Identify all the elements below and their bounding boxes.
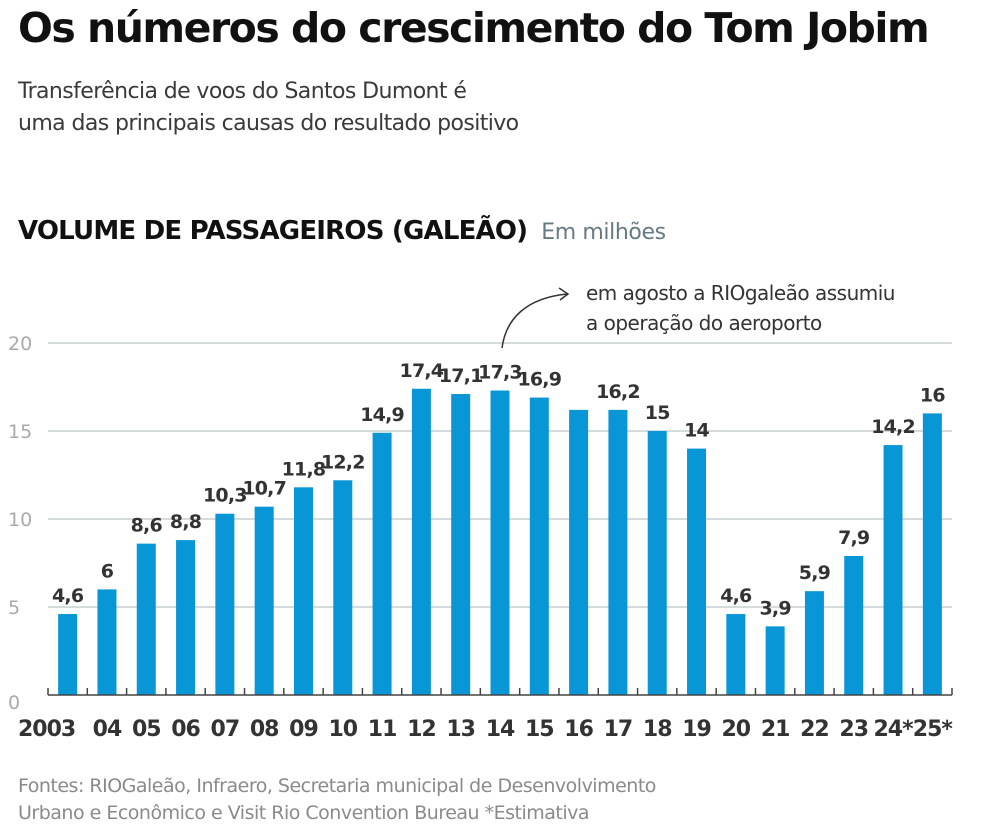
y-tick-label: 5 <box>8 597 20 619</box>
x-tick-label: 24* <box>873 717 914 742</box>
x-tick-label: 11 <box>368 717 397 742</box>
x-tick-label: 13 <box>446 717 475 742</box>
bar-13 <box>451 394 471 695</box>
x-tick-label: 12 <box>407 717 436 742</box>
data-label: 11,8 <box>282 458 326 480</box>
x-tick-label: 22 <box>800 717 829 742</box>
data-label: 8,6 <box>131 515 163 537</box>
y-tick-label: 20 <box>8 333 32 355</box>
data-label: 6 <box>101 560 114 582</box>
bar-12 <box>411 388 431 695</box>
bar-23 <box>844 555 864 695</box>
bar-04 <box>97 589 117 695</box>
bar-06 <box>176 540 196 695</box>
x-tick-label: 10 <box>328 717 357 742</box>
data-label: 10,3 <box>203 485 247 507</box>
data-label: 16,2 <box>596 381 640 403</box>
x-tick-label: 20 <box>722 717 751 742</box>
bar-09 <box>293 487 313 695</box>
annotation-arrow-line <box>501 293 568 349</box>
chart-unit: Em milhões <box>541 220 666 245</box>
source-line-2: Urbano e Econômico e Visit Rio Conventio… <box>18 802 590 824</box>
x-tick-label: 16 <box>564 717 593 742</box>
y-tick-label: 10 <box>8 509 32 531</box>
bar-19 <box>687 448 707 695</box>
x-tick-label: 19 <box>682 717 711 742</box>
data-label: 8,8 <box>170 511 202 533</box>
subtitle-line-2: uma das principais causas do resultado p… <box>18 111 519 136</box>
annotation-line-1: em agosto a RIOgaleão assumiu <box>586 281 896 305</box>
bar-18 <box>647 431 667 695</box>
bar-07 <box>215 513 235 695</box>
chart-title-text: VOLUME DE PASSAGEIROS (GALEÃO) <box>18 216 528 246</box>
subtitle-line-1: Transferência de voos do Santos Dumont é <box>18 79 467 104</box>
data-label: 15 <box>645 402 670 424</box>
x-tick-label: 08 <box>250 717 279 742</box>
bar-08 <box>254 506 274 695</box>
x-tick-label: 23 <box>839 717 868 742</box>
annotation-arrow-head-icon <box>558 287 570 301</box>
data-label: 14,9 <box>360 404 404 426</box>
data-label: 7,9 <box>838 527 869 549</box>
data-labels: 4,6 6 8,6 8,810,310,711,812,2 14,9 17,417,117… <box>52 360 946 620</box>
x-tick-label: 09 <box>289 717 318 742</box>
bar-21 <box>765 626 785 695</box>
bar-22 <box>804 591 824 695</box>
x-tick-label: 07 <box>211 717 240 742</box>
data-label: 12,2 <box>321 451 365 473</box>
bar-05 <box>136 543 156 695</box>
data-label: 16,9 <box>517 369 561 391</box>
data-label: 5,9 <box>799 562 830 584</box>
data-label: 10,7 <box>242 478 286 500</box>
chart-title: VOLUME DE PASSAGEIROS (GALEÃO) Em milhões <box>18 216 666 246</box>
bar-10 <box>333 480 353 695</box>
x-tick-label: 2003 <box>18 717 75 742</box>
bars <box>58 388 942 695</box>
x-tick-label: 05 <box>132 717 161 742</box>
data-label: 16 <box>920 384 945 406</box>
x-tick-label: 15 <box>525 717 554 742</box>
bar-20 <box>726 614 746 695</box>
bar-16 <box>569 409 589 695</box>
source-note: Fontes: RIOGaleão, Infraero, Secretaria … <box>18 773 656 827</box>
data-label: 14 <box>684 420 709 442</box>
x-tick-label: 25* <box>913 717 954 742</box>
source-line-1: Fontes: RIOGaleão, Infraero, Secretaria … <box>18 775 656 797</box>
bar-25 <box>922 413 942 695</box>
x-tick-label: 14 <box>486 717 515 742</box>
y-tick-label: 0 <box>8 692 20 714</box>
x-tick-label: 17 <box>604 717 633 742</box>
x-tick-label: 04 <box>93 717 122 742</box>
data-label: 17,1 <box>439 365 483 387</box>
bar-17 <box>608 409 628 695</box>
annotation-arrow <box>501 287 570 349</box>
x-axis: 2003 04 05 06 07 08 09 10 11 12 13 14 15 16 17 18 19 20 21… <box>18 688 954 742</box>
data-label: 17,3 <box>478 362 522 384</box>
x-tick-label: 21 <box>761 717 790 742</box>
annotation-line-2: a operação do aeroporto <box>586 311 822 335</box>
bar-11 <box>372 432 392 695</box>
data-label: 3,9 <box>759 597 790 619</box>
data-label: 14,2 <box>871 416 915 438</box>
data-label: 17,4 <box>400 360 444 382</box>
data-label: 4,6 <box>52 585 84 607</box>
data-label: 4,6 <box>720 585 752 607</box>
bar-15 <box>529 397 549 695</box>
annotation: em agosto a RIOgaleão assumiu a operação… <box>586 278 896 338</box>
bar-14 <box>490 390 510 695</box>
y-tick-label: 15 <box>8 421 32 443</box>
x-tick-label: 06 <box>171 717 200 742</box>
bar-2003 <box>58 614 78 695</box>
x-tick-label: 18 <box>643 717 672 742</box>
page-title: Os números do crescimento do Tom Jobim <box>18 4 930 52</box>
subtitle: Transferência de voos do Santos Dumont é… <box>18 76 519 140</box>
bar-24 <box>883 445 903 695</box>
